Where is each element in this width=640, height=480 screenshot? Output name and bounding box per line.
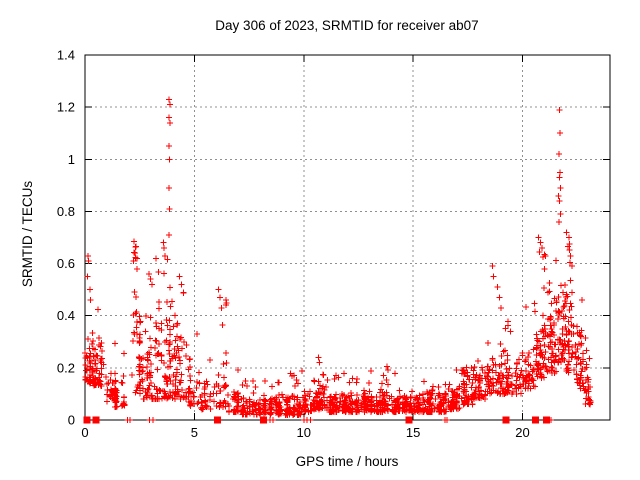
zero-square-marker xyxy=(543,416,551,424)
chart-title: Day 306 of 2023, SRMTID for receiver ab0… xyxy=(215,18,478,33)
zero-square-marker xyxy=(405,416,413,424)
x-tick-label: 15 xyxy=(406,425,420,440)
y-tick-label: 0.4 xyxy=(57,308,75,323)
x-tick-label: 10 xyxy=(297,425,311,440)
y-tick-label: 0 xyxy=(68,413,75,428)
x-tick-label: 0 xyxy=(81,425,88,440)
zero-square-marker xyxy=(213,416,221,424)
y-tick-label: 0.2 xyxy=(57,360,75,375)
scatter-points xyxy=(81,96,594,424)
y-tick-label: 1 xyxy=(68,152,75,167)
axis-ticks xyxy=(84,54,610,421)
zero-square-marker xyxy=(259,416,267,424)
plot-border xyxy=(84,54,611,421)
zero-square-marker xyxy=(92,416,100,424)
x-axis-label: GPS time / hours xyxy=(296,454,399,469)
y-tick-label: 1.4 xyxy=(57,48,75,63)
y-axis-label: SRMTID / TECUs xyxy=(20,181,35,288)
zero-value-markers xyxy=(83,416,551,424)
zero-square-marker xyxy=(502,416,510,424)
y-tick-label: 0.6 xyxy=(57,256,75,271)
y-tick-label: 0.8 xyxy=(57,204,75,219)
x-tick-labels: 0 5 10 15 20 xyxy=(81,425,529,440)
y-tick-labels: 0 0.2 0.4 0.6 0.8 1 1.2 1.4 xyxy=(57,48,75,428)
y-tick-label: 1.2 xyxy=(57,100,75,115)
zero-square-marker xyxy=(532,416,540,424)
zero-square-marker xyxy=(83,416,91,424)
x-tick-label: 5 xyxy=(191,425,198,440)
x-tick-label: 20 xyxy=(515,425,529,440)
gridlines xyxy=(85,55,610,420)
